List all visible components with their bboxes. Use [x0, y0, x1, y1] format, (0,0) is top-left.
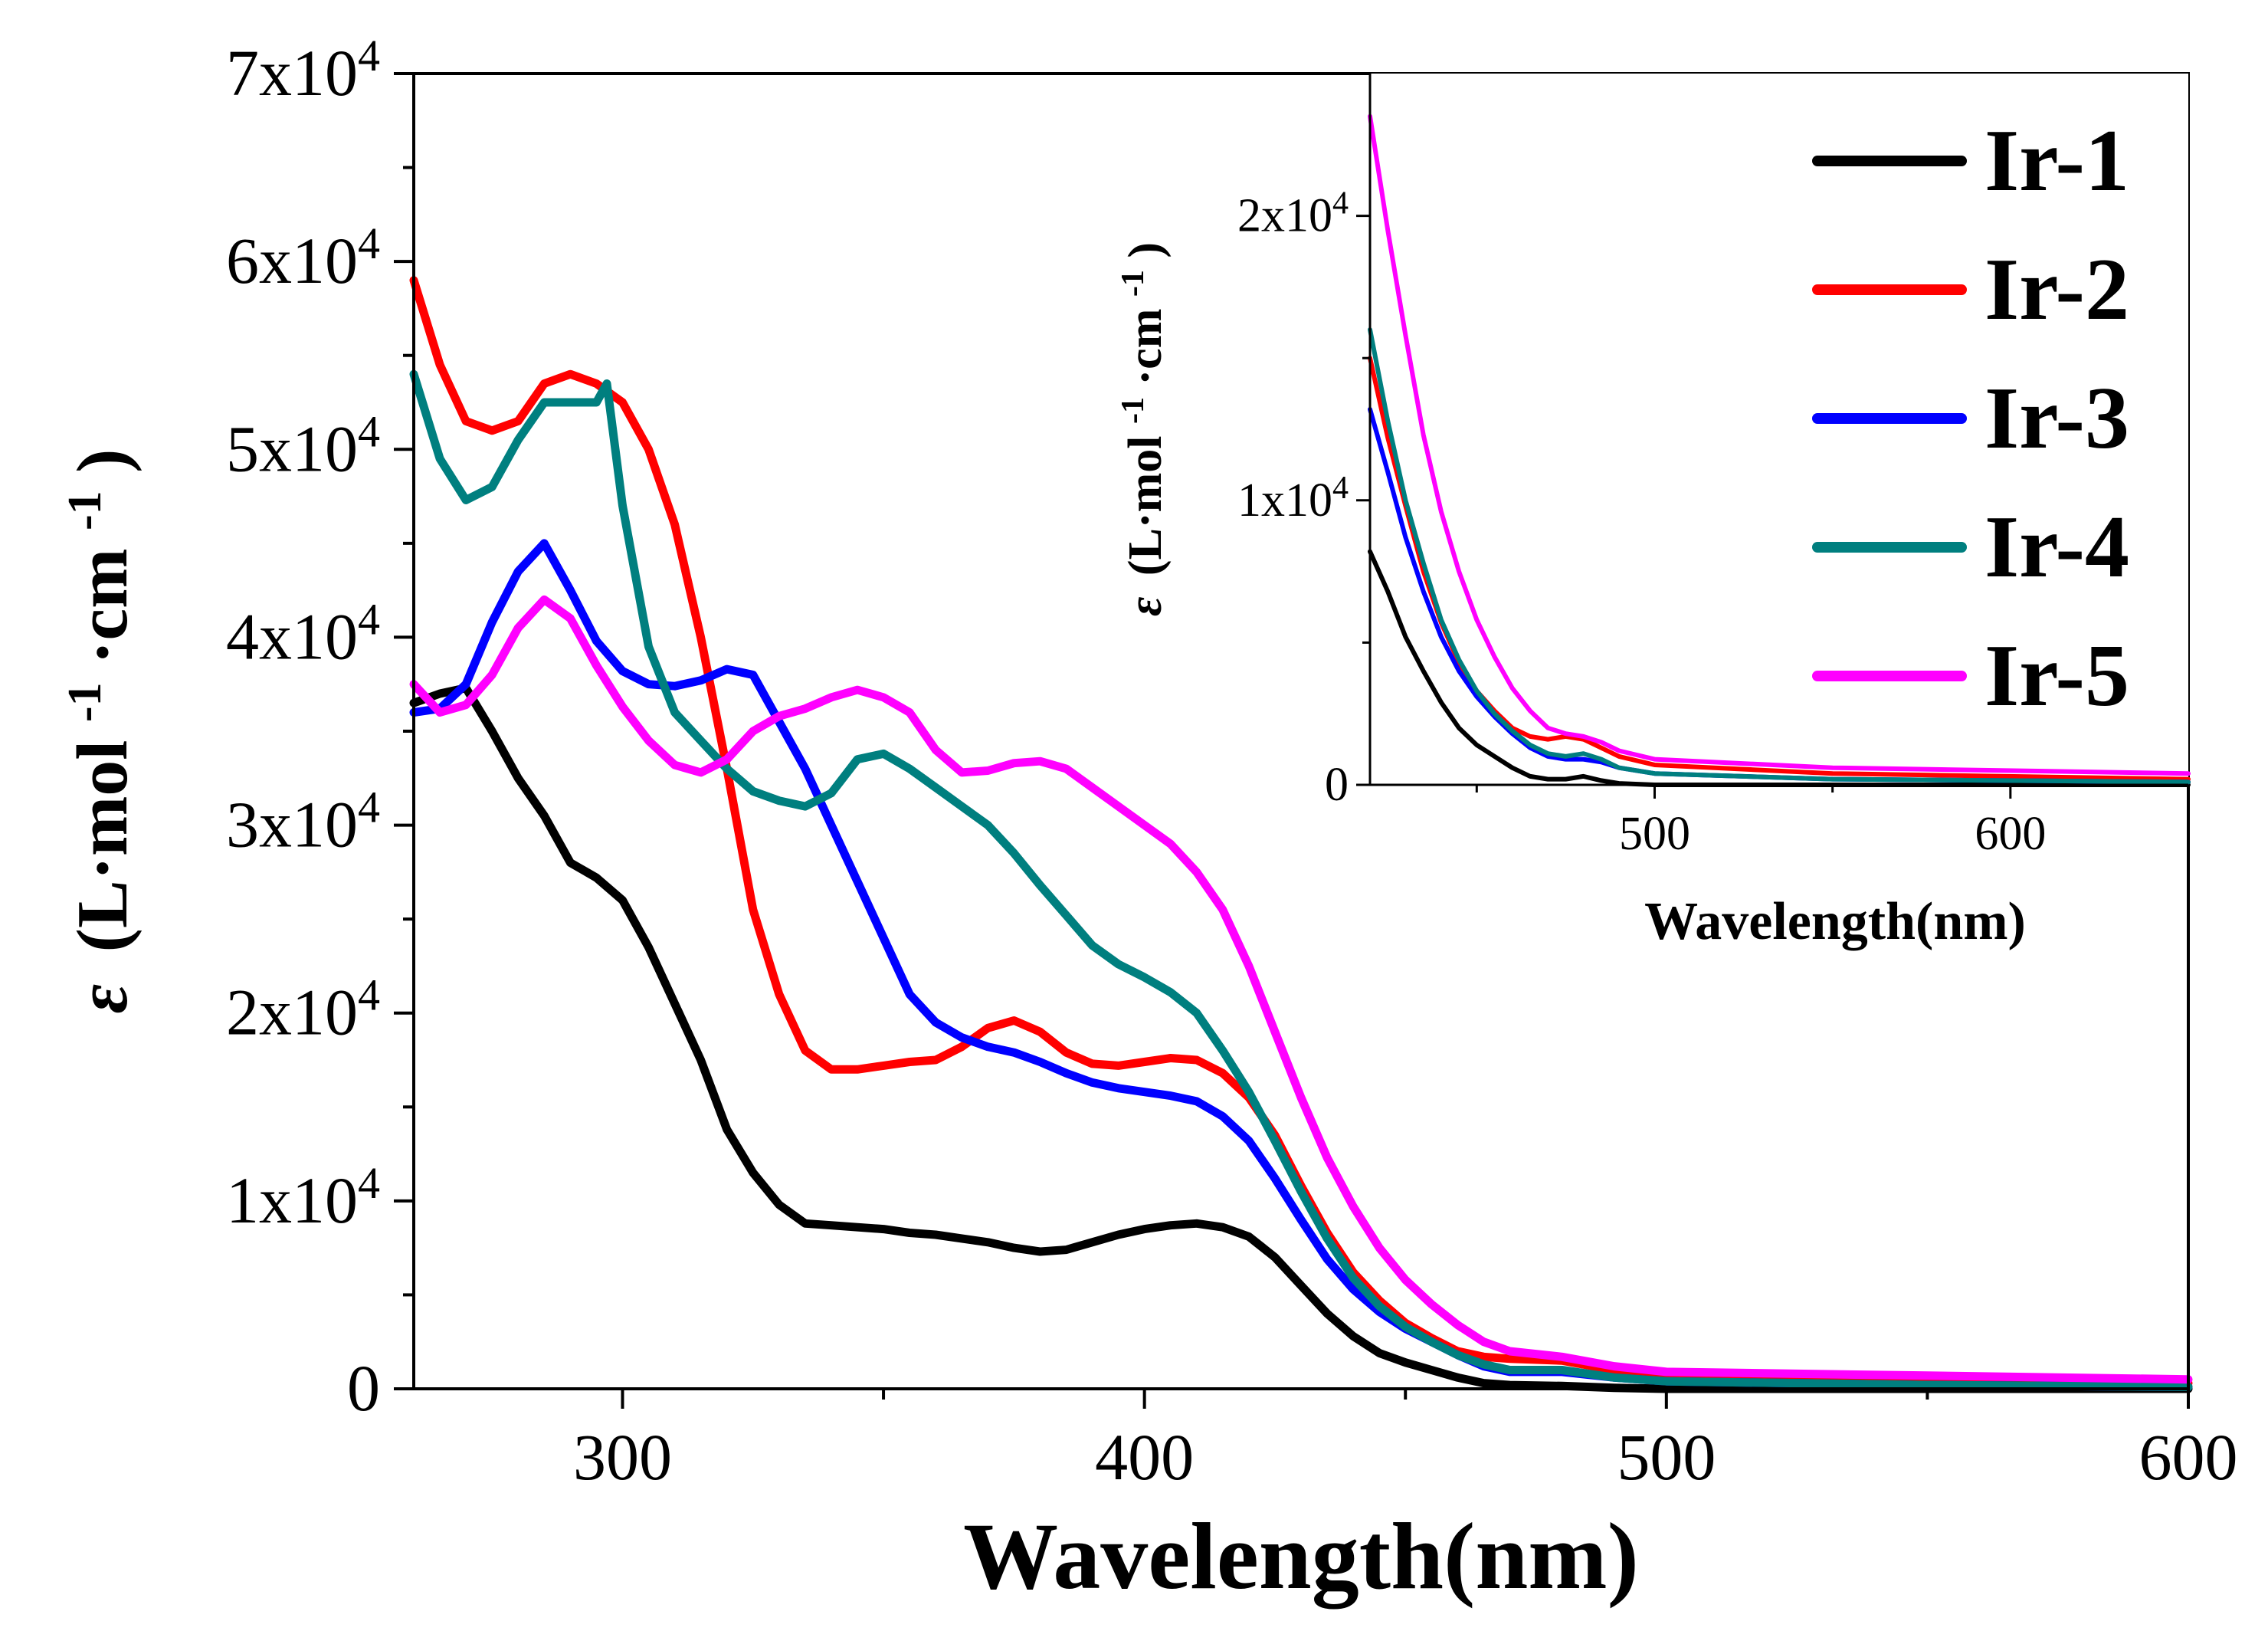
- main-y-tick-label: 6x104: [226, 218, 380, 298]
- inset-series-line-ir-4: [1368, 327, 2191, 785]
- legend-label-ir-1: Ir-1: [1984, 112, 2129, 210]
- main-series-group: [409, 276, 2193, 1393]
- main-y-tick-label: 4x104: [226, 594, 380, 674]
- inset-x-tick-label: 500: [1619, 808, 1690, 860]
- inset-y-tick-label: 0: [1325, 759, 1349, 811]
- legend-label-ir-5: Ir-5: [1984, 627, 2129, 725]
- inset-y-axis-title: ε (L·mol -1 ·cm -1 ): [1116, 242, 1172, 616]
- legend-label-ir-2: Ir-2: [1984, 241, 2129, 339]
- main-y-tick-label: 5x104: [226, 406, 380, 486]
- inset-y-tick-label: 2x104: [1237, 186, 1349, 242]
- inset-x-axis-title: Wavelength(nm): [1644, 892, 2026, 951]
- main-y-axis-title: ε (L·mol -1 ·cm -1 ): [59, 449, 143, 1014]
- main-y-tick-label: 3x104: [226, 782, 380, 861]
- inset-series-group: [1368, 113, 2191, 787]
- main-x-tick-label: 500: [1617, 1420, 1716, 1494]
- inset-x-tick-label: 600: [1975, 808, 2046, 860]
- main-axis-ticks: 300 400 500 600 0 1x104 2x104 3x104 4x104 5x104 6x…: [226, 31, 2238, 1495]
- inset-series-line-ir-5: [1368, 113, 2191, 776]
- inset-background: [1370, 74, 2188, 785]
- main-plot: 300 400 500 600 0 1x104 2x104 3x104 4x104 5x104 6x…: [59, 31, 2238, 1610]
- main-x-tick-label: 300: [573, 1420, 672, 1494]
- main-y-tick-label: 1x104: [226, 1157, 380, 1237]
- inset-y-axis-symbol: ε: [1119, 597, 1172, 616]
- main-series-line-ir-1: [409, 684, 2193, 1393]
- legend-label-ir-4: Ir-4: [1984, 498, 2129, 596]
- inset-axis-ticks: 500 600 0 1x104 2x104: [1237, 186, 2046, 860]
- main-series-line-ir-5: [409, 595, 2193, 1384]
- main-x-axis-title: Wavelength(nm): [963, 1504, 1639, 1610]
- main-x-tick-label: 400: [1095, 1420, 1194, 1494]
- main-y-axis-symbol: ε: [63, 984, 143, 1014]
- main-y-tick-label: 7x104: [226, 31, 380, 110]
- main-y-tick-label: 2x104: [226, 970, 380, 1049]
- inset-plot: 500 600 0 1x104 2x104 Wavelength(nm) ε (L·mo…: [1116, 74, 2191, 951]
- main-x-tick-label: 600: [2139, 1420, 2238, 1494]
- main-y-tick-label: 0: [347, 1351, 380, 1425]
- main-series-line-ir-4: [409, 369, 2193, 1391]
- chart-legend: Ir-1 Ir-2 Ir-3 Ir-4 Ir-5: [1812, 112, 2129, 725]
- legend-label-ir-3: Ir-3: [1984, 369, 2129, 468]
- inset-series-line-ir-1: [1368, 549, 2191, 787]
- inset-y-tick-label: 1x104: [1237, 471, 1349, 527]
